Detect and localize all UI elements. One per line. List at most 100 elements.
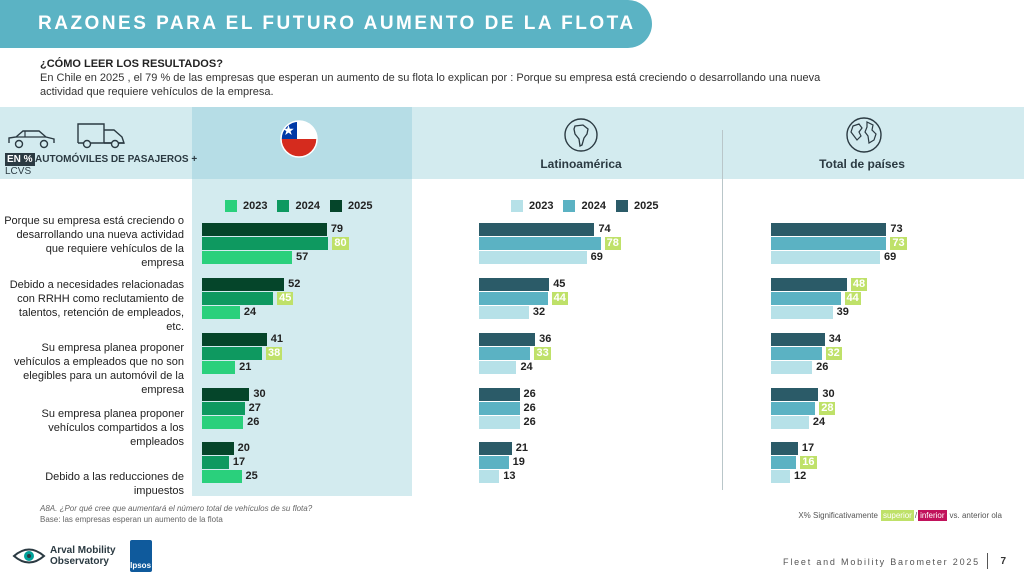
bar-value-label: 38 bbox=[266, 347, 283, 360]
region-label-total: Total de países bbox=[819, 157, 905, 171]
bar-latinoam-rica-2025 bbox=[479, 333, 536, 346]
legend-swatch bbox=[277, 200, 290, 212]
bar-value-label: 13 bbox=[503, 470, 516, 482]
bar-chile-2025 bbox=[202, 388, 250, 401]
bar-chile-2024 bbox=[202, 292, 274, 305]
bar-latinoam-rica-2025 bbox=[479, 223, 595, 236]
sig-prefix: X% Significativamente bbox=[798, 511, 878, 520]
sig-up-chip: superior bbox=[880, 510, 914, 521]
bar-total-de-pa-ses-2024 bbox=[771, 237, 887, 250]
logo-area: Arval Mobility Observatory Ipsos bbox=[12, 540, 152, 572]
bar-latinoam-rica-2024 bbox=[479, 402, 520, 415]
legend-label: 2024 bbox=[581, 200, 606, 212]
bar-value-label: 78 bbox=[604, 237, 621, 250]
bar-value-label: 26 bbox=[523, 416, 536, 428]
title-banner bbox=[0, 0, 652, 48]
unit-badge: EN % bbox=[5, 153, 35, 166]
row-label: Debido a las reducciones de impuestos bbox=[45, 471, 184, 497]
sig-suffix: vs. anterior ola bbox=[949, 511, 1002, 520]
bar-value-label: 73 bbox=[890, 223, 903, 235]
bar-value-label: 21 bbox=[239, 361, 252, 373]
bar-value-label: 12 bbox=[793, 470, 807, 482]
van-icon bbox=[77, 123, 125, 149]
bar-chile-2023 bbox=[202, 251, 293, 264]
legend-label: 2023 bbox=[529, 200, 554, 212]
legend-item-2024: 2024 bbox=[563, 200, 606, 212]
bar-value-label: 57 bbox=[296, 251, 309, 263]
base-footnote: Base: las empresas esperan un aumento de… bbox=[40, 515, 223, 524]
arval-line-2: Observatory bbox=[50, 556, 109, 567]
latam-globe-icon bbox=[564, 118, 598, 152]
segment-label-2: LCVS bbox=[5, 166, 32, 177]
row-label: Porque su empresa está creciendo o desar… bbox=[4, 215, 184, 269]
bar-value-label: 32 bbox=[532, 306, 546, 318]
legend-label: 2025 bbox=[347, 200, 373, 212]
ipsos-logo: Ipsos bbox=[129, 540, 152, 572]
legend-swatch bbox=[563, 200, 576, 212]
page-title: RAZONES PARA EL FUTURO AUMENTO DE LA FLO… bbox=[38, 13, 636, 34]
legend-label: 2025 bbox=[633, 200, 659, 212]
bar-chile-2023 bbox=[202, 361, 236, 374]
bar-value-label: 45 bbox=[553, 278, 566, 290]
bar-value-label: 69 bbox=[590, 251, 603, 263]
bar-chile-2023 bbox=[202, 306, 240, 319]
bar-chile-2024 bbox=[202, 402, 245, 415]
world-globe-icon bbox=[846, 117, 882, 153]
bar-value-label: 17 bbox=[232, 456, 246, 468]
bar-chile-2025 bbox=[202, 278, 285, 291]
arval-line-1: Arval Mobility bbox=[50, 545, 116, 556]
bar-value-label: 26 bbox=[247, 416, 260, 428]
row-label: Su empresa planea proponer vehículos a e… bbox=[13, 342, 184, 396]
bar-value-label: 69 bbox=[884, 251, 897, 263]
bar-total-de-pa-ses-2025 bbox=[771, 223, 887, 236]
arval-logo-text: Arval Mobility Observatory bbox=[50, 545, 116, 567]
bar-value-label: 30 bbox=[253, 388, 266, 400]
footer-separator bbox=[987, 553, 988, 569]
bar-chile-2023 bbox=[202, 470, 242, 483]
bar-total-de-pa-ses-2024 bbox=[771, 347, 822, 360]
bar-value-label: 26 bbox=[816, 361, 829, 373]
legend-swatch bbox=[615, 200, 628, 212]
bar-value-label: 74 bbox=[598, 223, 611, 235]
bar-total-de-pa-ses-2025 bbox=[771, 278, 847, 291]
bar-value-label: 45 bbox=[277, 292, 294, 305]
bar-latinoam-rica-2025 bbox=[479, 442, 512, 455]
panel-divider bbox=[722, 130, 723, 490]
bar-chile-2025 bbox=[202, 333, 267, 346]
legend-label: 2023 bbox=[243, 200, 268, 212]
bar-value-label: 34 bbox=[828, 333, 841, 345]
chile-flag-icon bbox=[280, 120, 318, 158]
bar-total-de-pa-ses-2024 bbox=[771, 456, 797, 469]
question-footnote: A8A. ¿Por qué cree que aumentará el núme… bbox=[40, 504, 313, 513]
bar-value-label: 20 bbox=[237, 442, 250, 454]
bar-value-label: 44 bbox=[844, 292, 861, 305]
bar-value-label: 25 bbox=[245, 470, 258, 482]
bar-value-label: 26 bbox=[523, 402, 536, 414]
row-label: Debido a necesidades relacionadas con RR… bbox=[9, 279, 184, 333]
bar-value-label: 19 bbox=[512, 456, 525, 468]
bar-value-label: 33 bbox=[534, 347, 551, 360]
bar-latinoam-rica-2024 bbox=[479, 292, 548, 305]
bar-total-de-pa-ses-2024 bbox=[771, 292, 841, 305]
bar-value-label: 41 bbox=[270, 333, 284, 345]
bar-value-label: 17 bbox=[801, 442, 815, 454]
bar-total-de-pa-ses-2025 bbox=[771, 388, 819, 401]
bar-value-label: 24 bbox=[243, 306, 257, 318]
bar-latinoam-rica-2023 bbox=[479, 416, 520, 429]
sig-separator: / bbox=[914, 511, 918, 520]
bar-total-de-pa-ses-2025 bbox=[771, 442, 798, 455]
row-label: Su empresa planea proponer vehículos com… bbox=[41, 408, 184, 448]
bar-value-label: 30 bbox=[822, 388, 835, 400]
bar-value-label: 36 bbox=[539, 333, 552, 345]
car-icon bbox=[8, 130, 55, 149]
bar-total-de-pa-ses-2024 bbox=[771, 402, 816, 415]
bar-chile-2024 bbox=[202, 347, 263, 360]
legend-item-2023: 2023 bbox=[511, 200, 553, 212]
bar-chile-2023 bbox=[202, 416, 244, 429]
bar-latinoam-rica-2023 bbox=[479, 470, 500, 483]
legend-swatch bbox=[511, 200, 523, 212]
bar-value-label: 52 bbox=[288, 278, 301, 290]
bar-value-label: 24 bbox=[812, 416, 826, 428]
bar-value-label: 32 bbox=[825, 347, 842, 360]
bar-value-label: 79 bbox=[330, 223, 344, 235]
